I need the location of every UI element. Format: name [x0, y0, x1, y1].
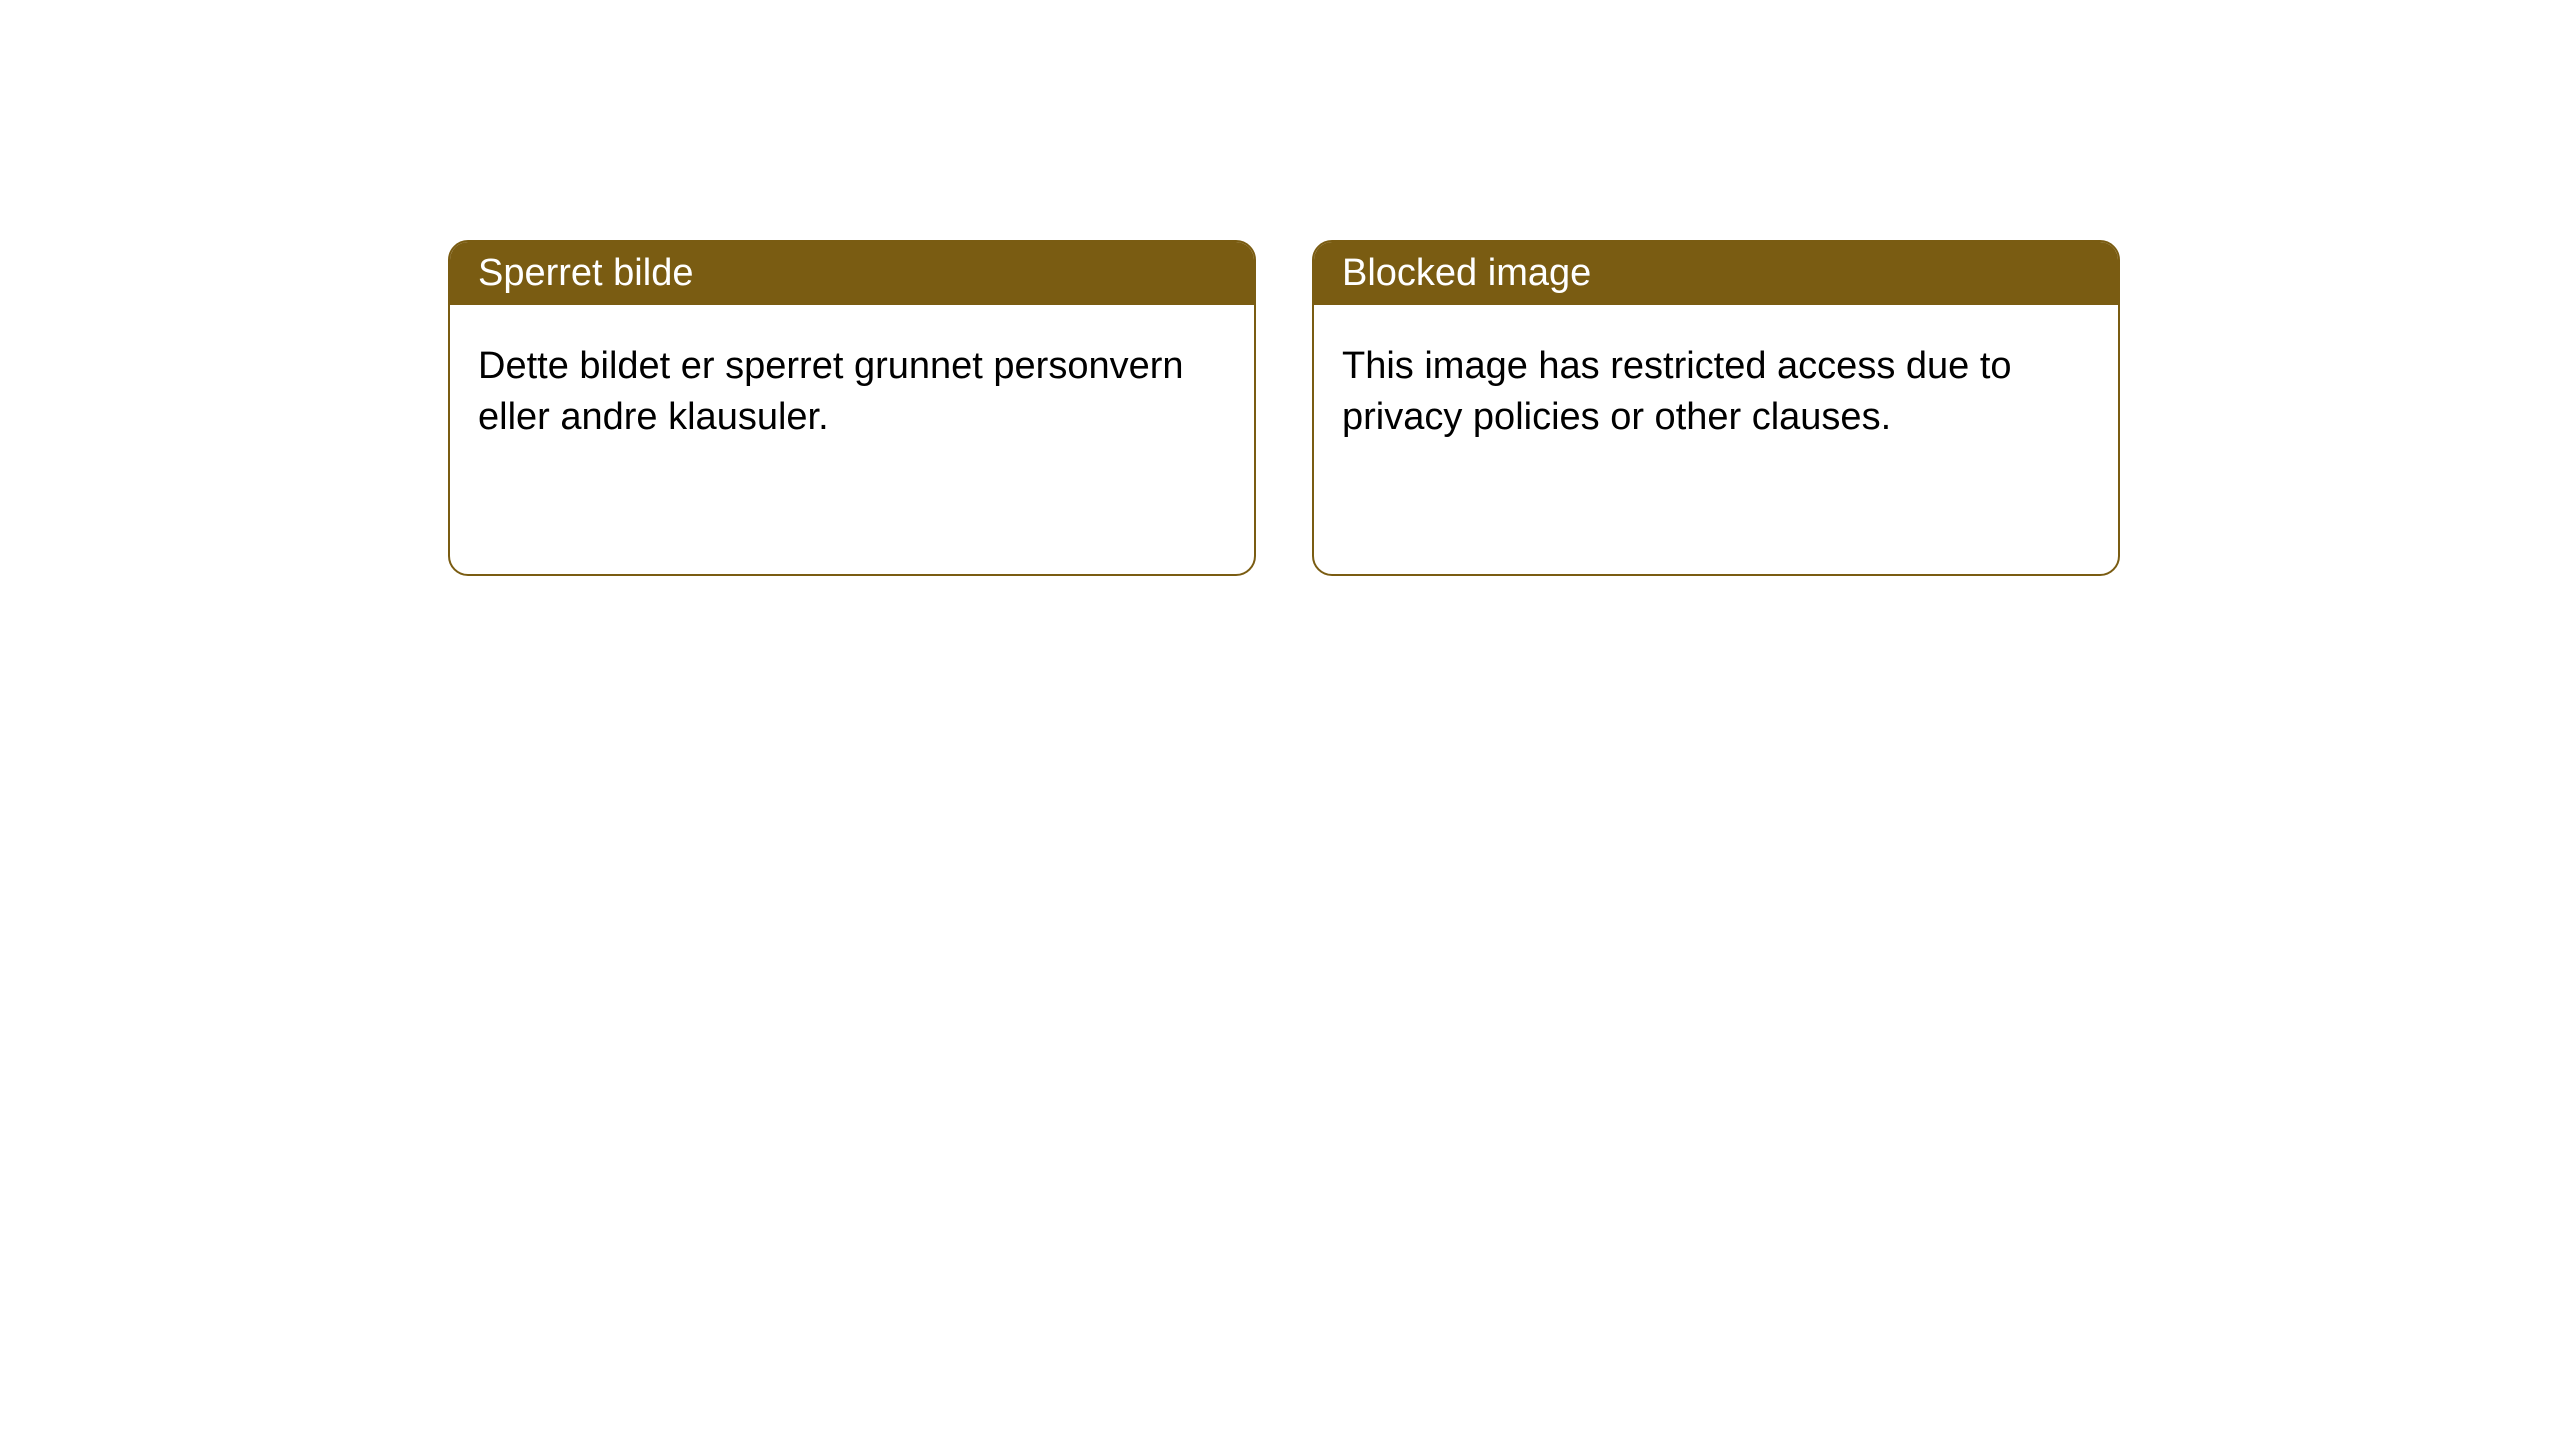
notice-card-header: Blocked image [1314, 242, 2118, 305]
notice-card-english: Blocked image This image has restricted … [1312, 240, 2120, 576]
notice-card-body: Dette bildet er sperret grunnet personve… [450, 305, 1254, 480]
notice-card-title: Sperret bilde [478, 252, 693, 294]
notice-card-header: Sperret bilde [450, 242, 1254, 305]
notice-cards-container: Sperret bilde Dette bildet er sperret gr… [0, 0, 2560, 576]
notice-card-norwegian: Sperret bilde Dette bildet er sperret gr… [448, 240, 1256, 576]
notice-card-message: This image has restricted access due to … [1342, 345, 2012, 438]
notice-card-message: Dette bildet er sperret grunnet personve… [478, 345, 1184, 438]
notice-card-title: Blocked image [1342, 252, 1591, 294]
notice-card-body: This image has restricted access due to … [1314, 305, 2118, 480]
